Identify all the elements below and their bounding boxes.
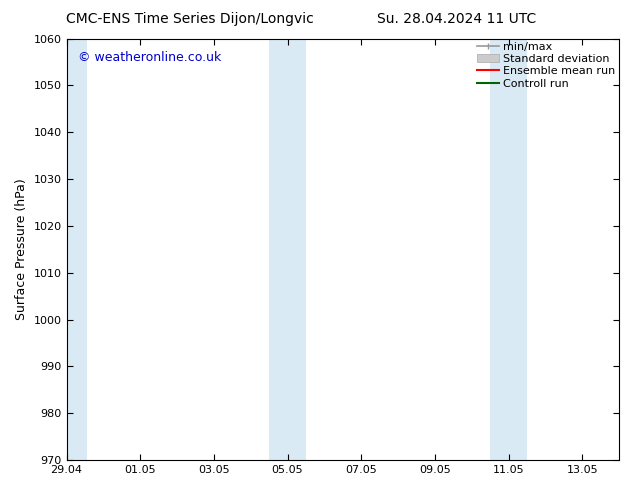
Text: CMC-ENS Time Series Dijon/Longvic: CMC-ENS Time Series Dijon/Longvic: [67, 12, 314, 26]
Bar: [269, 39, 306, 460]
Text: Su. 28.04.2024 11 UTC: Su. 28.04.2024 11 UTC: [377, 12, 536, 26]
Text: © weatheronline.co.uk: © weatheronline.co.uk: [77, 51, 221, 64]
Bar: [67, 39, 87, 460]
Y-axis label: Surface Pressure (hPa): Surface Pressure (hPa): [15, 178, 28, 320]
Legend: min/max, Standard deviation, Ensemble mean run, Controll run: min/max, Standard deviation, Ensemble me…: [477, 42, 616, 89]
Bar: [490, 39, 527, 460]
